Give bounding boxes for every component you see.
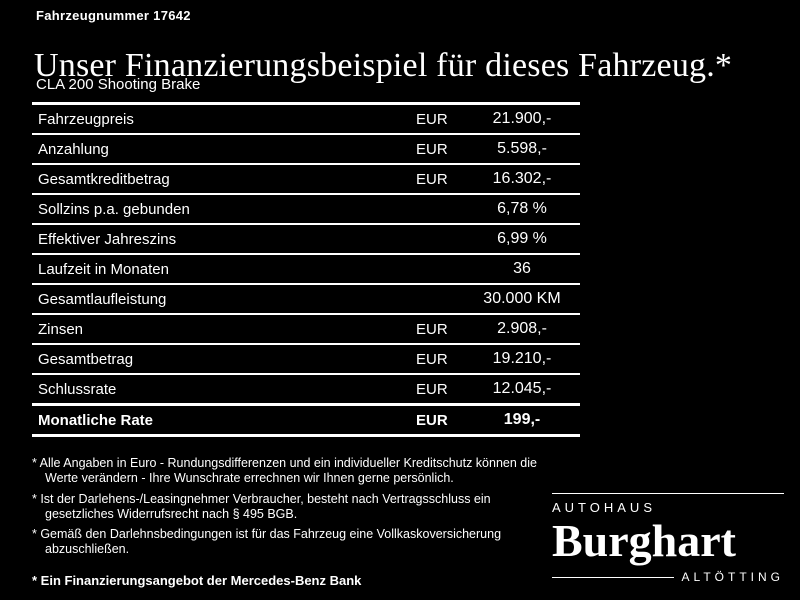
vehicle-number: Fahrzeugnummer 17642 — [36, 8, 191, 23]
finance-row: Gesamtkreditbetrag EUR 16.302,- — [32, 165, 580, 195]
footnote: * Ein Finanzierungsangebot der Mercedes-… — [32, 572, 362, 588]
logo-top-line — [552, 492, 784, 494]
finance-row: Gesamtbetrag EUR 19.210,- — [32, 345, 580, 375]
row-label: Anzahlung — [38, 140, 109, 158]
dealer-logo: AUTOHAUS Burghart ALTÖTTING — [552, 492, 784, 584]
dealer-autohaus-label: AUTOHAUS — [552, 499, 656, 515]
row-label: Effektiver Jahreszins — [38, 230, 177, 248]
row-label: Sollzins p.a. gebunden — [38, 200, 190, 218]
row-label: Gesamtbetrag — [38, 350, 134, 368]
finance-row: Laufzeit in Monaten 36 — [32, 255, 580, 285]
row-currency: EUR — [416, 110, 448, 128]
row-value: 16.302,- — [492, 170, 552, 187]
row-value: 19.210,- — [492, 350, 552, 367]
row-label: Fahrzeugpreis — [38, 110, 134, 128]
finance-row: Fahrzeugpreis EUR 21.900,- — [32, 105, 580, 135]
footnote: * Ist der Darlehens-/Leasingnehmer Verbr… — [32, 491, 491, 521]
row-label: Zinsen — [38, 320, 84, 338]
row-value: 2.908,- — [497, 320, 547, 337]
dealer-city-label: ALTÖTTING — [681, 570, 784, 584]
row-label: Gesamtlaufleistung — [38, 290, 167, 308]
finance-row: Gesamtlaufleistung 30.000 KM — [32, 285, 580, 315]
row-value: 12.045,- — [492, 380, 552, 397]
row-currency: EUR — [416, 380, 448, 398]
row-label: Gesamtkreditbetrag — [38, 170, 170, 188]
logo-bottom: ALTÖTTING — [552, 570, 784, 584]
model-name: CLA 200 Shooting Brake — [36, 76, 201, 93]
footnotes: * Alle Angaben in Euro - Rundungsdiffere… — [32, 456, 554, 593]
row-value: 30.000 KM — [483, 290, 561, 307]
row-currency: EUR — [416, 350, 448, 368]
dealer-name: Burghart — [552, 514, 736, 566]
finance-row: Schlussrate EUR 12.045,- — [32, 375, 580, 405]
row-value: 6,78 % — [497, 200, 547, 217]
row-value: 6,99 % — [497, 230, 547, 247]
row-label: Laufzeit in Monaten — [38, 260, 169, 278]
finance-row: Zinsen EUR 2.908,- — [32, 315, 580, 345]
row-value: 36 — [513, 260, 531, 277]
finance-row: Effektiver Jahreszins 6,99 % — [32, 225, 580, 255]
row-label: Monatliche Rate — [38, 411, 154, 429]
footnote: * Gemäß den Darlehnsbedingungen ist für … — [32, 527, 502, 557]
row-currency: EUR — [416, 411, 448, 429]
row-currency: EUR — [416, 170, 448, 188]
logo-bottom-line — [552, 576, 674, 578]
finance-row: Sollzins p.a. gebunden 6,78 % — [32, 195, 580, 225]
row-value: 21.900,- — [492, 110, 552, 127]
row-value: 5.598,- — [497, 140, 547, 157]
footnote: * Alle Angaben in Euro - Rundungsdiffere… — [32, 456, 537, 486]
row-value: 199,- — [503, 411, 541, 428]
row-label: Schlussrate — [38, 380, 117, 398]
row-currency: EUR — [416, 140, 448, 158]
row-currency: EUR — [416, 320, 448, 338]
page-title: Unser Finanzierungsbeispiel für dieses F… — [34, 46, 733, 84]
finance-row: Monatliche Rate EUR 199,- — [32, 405, 580, 437]
finance-row: Anzahlung EUR 5.598,- — [32, 135, 580, 165]
finance-table: Fahrzeugpreis EUR 21.900,- Anzahlung EUR… — [32, 102, 580, 437]
